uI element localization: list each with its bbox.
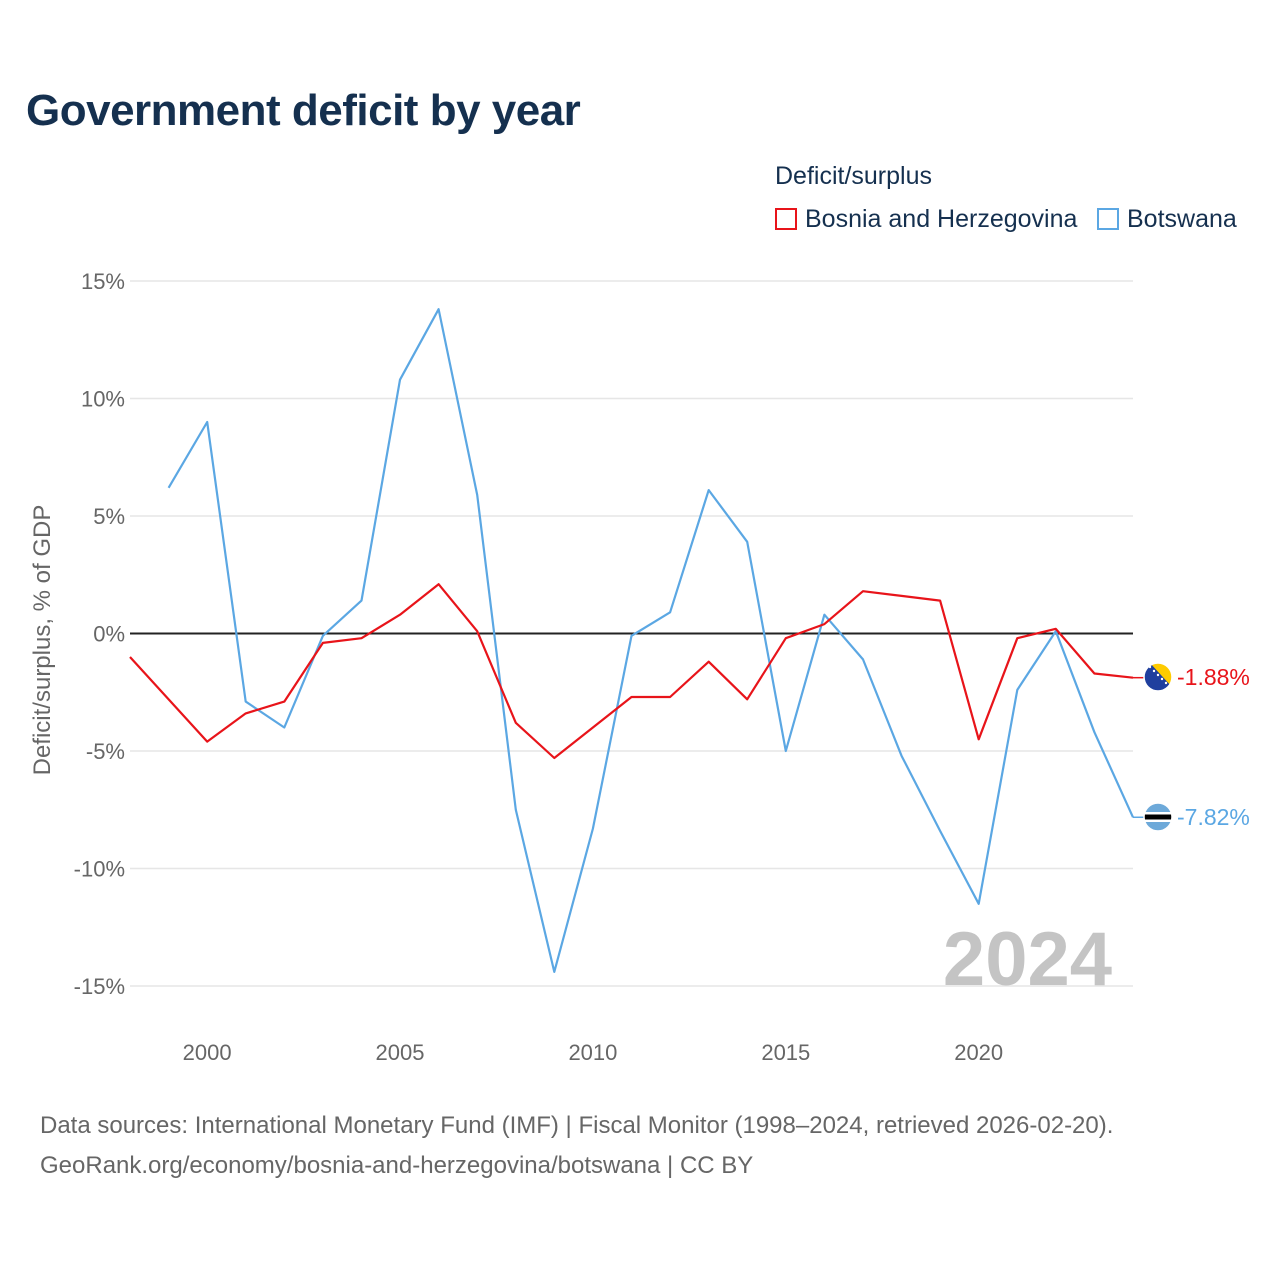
botswana-end-label: -7.82% xyxy=(1177,804,1250,830)
botswana-flag-icon[interactable] xyxy=(1143,802,1173,832)
year-watermark: 2024 xyxy=(943,917,1112,1002)
x-tick-label: 2015 xyxy=(761,1040,810,1065)
x-axis: 2000 2005 2010 2015 2020 xyxy=(183,1040,1003,1065)
x-tick-label: 2000 xyxy=(183,1040,232,1065)
x-tick-label: 2010 xyxy=(568,1040,617,1065)
chart-plot: 15%10%5%0%-5%-10%-15% 2000 2005 2010 2015 20… xyxy=(29,269,1250,1065)
y-tick-label: -5% xyxy=(86,739,125,764)
bosnia-end-label: -1.88% xyxy=(1177,664,1250,690)
source-url[interactable]: GeoRank.org/economy/bosnia-and-herzegovi… xyxy=(40,1152,754,1179)
chart-title: Government deficit by year xyxy=(26,86,581,135)
grid-lines xyxy=(130,280,1133,987)
chart-footer: Data sources: International Monetary Fun… xyxy=(40,1106,1113,1186)
series-line-bosnia-and-herzegovina[interactable] xyxy=(129,583,1134,760)
legend-item-bosnia[interactable]: Bosnia and Herzegovina xyxy=(775,204,1077,234)
y-tick-label: 5% xyxy=(93,504,125,529)
legend-label-bosnia: Bosnia and Herzegovina xyxy=(805,204,1078,233)
legend-swatch-bosnia xyxy=(775,208,797,230)
x-tick-label: 2005 xyxy=(376,1040,425,1065)
y-tick-label: -15% xyxy=(74,974,125,999)
data-source-note: Data sources: International Monetary Fun… xyxy=(40,1112,1114,1139)
y-tick-label: 0% xyxy=(93,622,125,647)
y-axis: 15% 10% 5% 0% -5% -10% -15% xyxy=(74,269,125,999)
bosnia-flag-icon[interactable] xyxy=(1143,662,1173,692)
y-tick-label: 15% xyxy=(81,269,125,294)
y-tick-label: 10% xyxy=(81,387,125,412)
legend-label-botswana: Botswana xyxy=(1127,204,1237,233)
legend-title: Deficit/surplus xyxy=(775,162,932,190)
y-axis-title: Deficit/surplus, % of GDP xyxy=(29,505,56,776)
x-tick-label: 2020 xyxy=(954,1040,1003,1065)
y-tick-label: -10% xyxy=(74,857,125,882)
legend-swatch-botswana xyxy=(1097,208,1119,230)
legend-item-botswana[interactable]: Botswana xyxy=(1097,204,1237,234)
series-line-botswana[interactable] xyxy=(167,308,1135,974)
series-lines xyxy=(129,308,1144,974)
